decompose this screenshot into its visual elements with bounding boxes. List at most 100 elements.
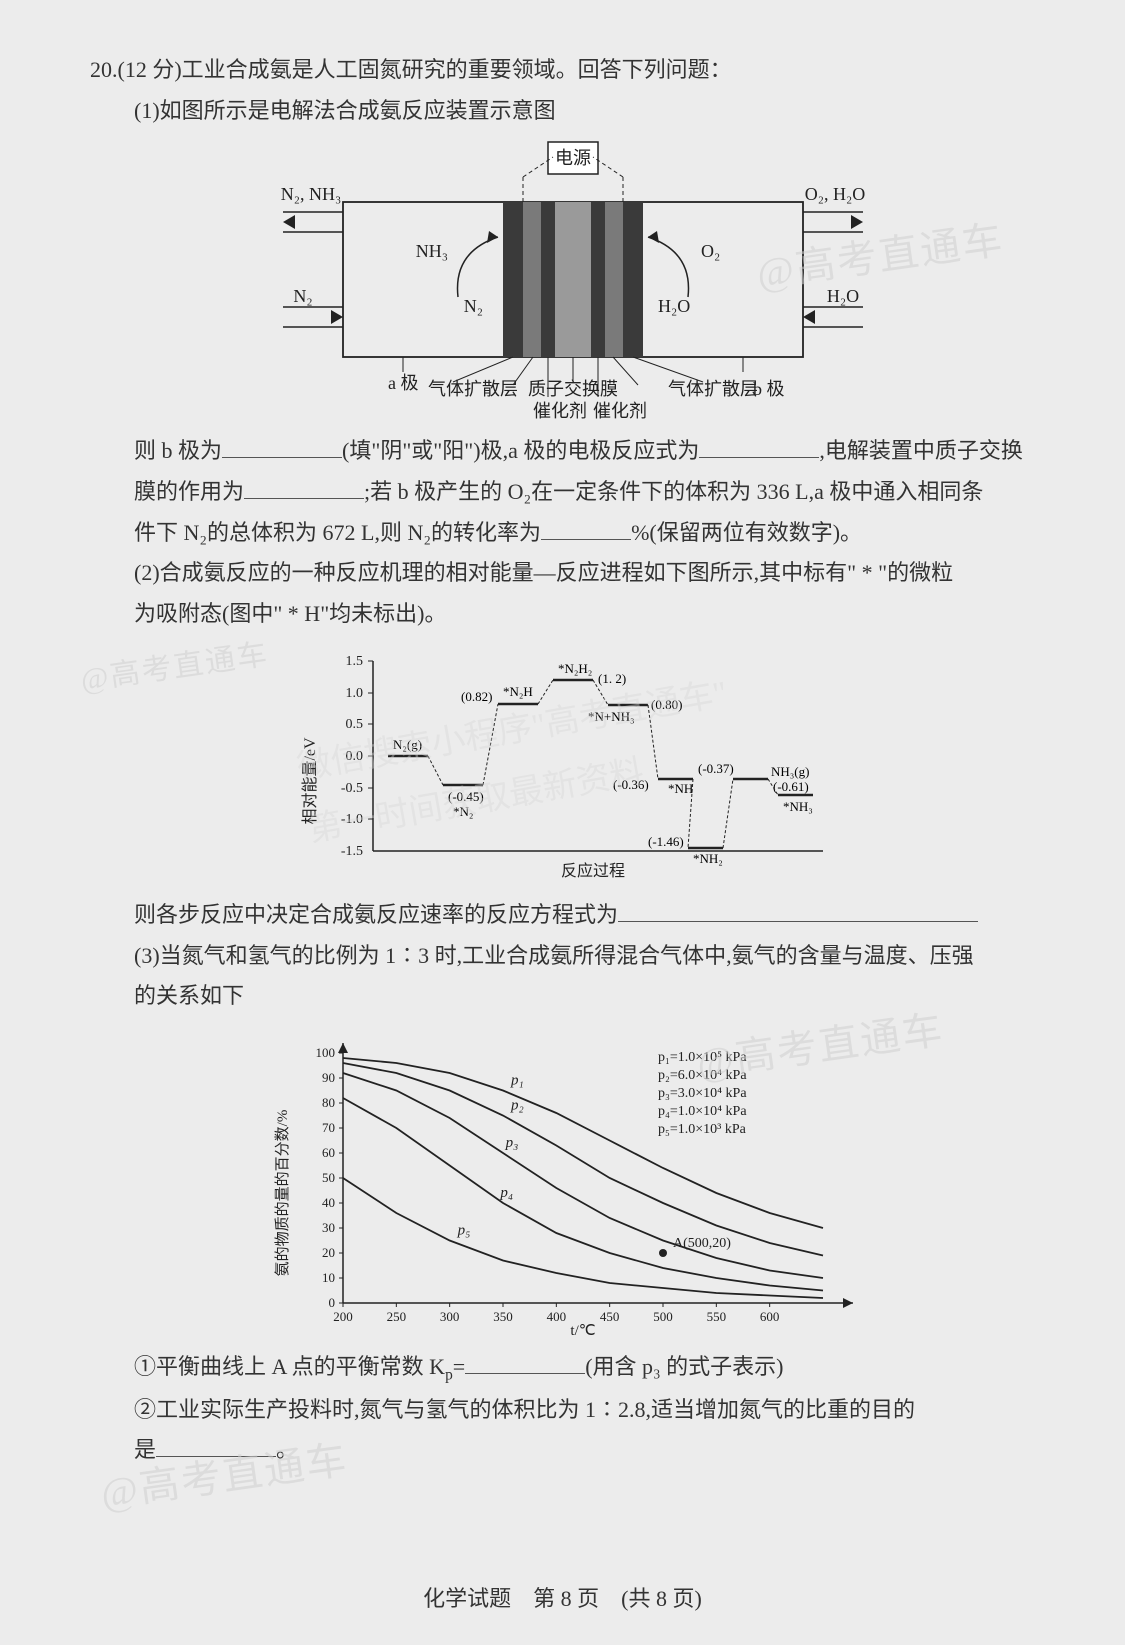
- svg-text:相对能量/eV: 相对能量/eV: [301, 737, 319, 825]
- svg-text:20: 20: [322, 1245, 335, 1260]
- t: ;若 b 极产生的 O₂在一定条件下的体积为 336 L,a 极中通入相同条: [364, 479, 983, 504]
- svg-text:N₂: N₂: [293, 286, 312, 306]
- t: 则 b 极为: [134, 438, 222, 463]
- svg-text:氨的物质的量的百分数/%: 氨的物质的量的百分数/%: [274, 1110, 291, 1277]
- svg-text:N₂: N₂: [463, 296, 482, 316]
- svg-text:(-0.45): (-0.45): [448, 789, 484, 804]
- svg-text:反应过程: 反应过程: [560, 861, 624, 880]
- svg-text:a 极: a 极: [388, 373, 419, 393]
- question-number: 20.(12 分): [90, 57, 182, 82]
- blank: [541, 516, 631, 540]
- part3-intro: (3)当氮气和氢气的比例为 1∶3 时,工业合成氨所得混合气体中,氨气的含量与温…: [90, 936, 1055, 977]
- svg-text:0.5: 0.5: [345, 717, 363, 732]
- svg-text:(-0.37): (-0.37): [698, 761, 734, 776]
- t: (填"阴"或"阳")极,a 极的电极反应式为: [342, 438, 699, 463]
- svg-text:NH₃(g): NH₃(g): [771, 764, 809, 779]
- question-stem: 工业合成氨是人工固氮研究的重要领域。回答下列问题：: [182, 57, 732, 82]
- svg-text:1.0: 1.0: [345, 686, 363, 701]
- svg-text:p₃: p₃: [504, 1135, 518, 1151]
- svg-text:40: 40: [322, 1195, 335, 1210]
- svg-text:550: 550: [706, 1309, 726, 1324]
- question-header: 20.(12 分)工业合成氨是人工固氮研究的重要领域。回答下列问题：: [90, 50, 1055, 91]
- svg-text:1.5: 1.5: [345, 654, 363, 669]
- t: p: [445, 1366, 453, 1383]
- svg-text:600: 600: [759, 1309, 779, 1324]
- t: ,电解装置中质子交换: [819, 438, 1023, 463]
- part3-q1: ①平衡曲线上 A 点的平衡常数 Kp= (用含 p₃ 的式子表示): [90, 1347, 1055, 1390]
- svg-text:350: 350: [493, 1309, 513, 1324]
- svg-text:70: 70: [322, 1120, 335, 1135]
- svg-text:80: 80: [322, 1095, 335, 1110]
- t: %(保留两位有效数字)。: [631, 520, 862, 545]
- svg-text:A(500,20): A(500,20): [673, 1236, 731, 1251]
- fig1-svg: 电源 N₂, NH₃ O₂, H₂O N₂ H₂O NH₃ O₂ N₂ H₂O …: [253, 137, 893, 427]
- svg-text:-1.5: -1.5: [340, 844, 362, 859]
- svg-text:O₂, H₂O: O₂, H₂O: [804, 184, 865, 204]
- svg-text:p₁: p₁: [510, 1072, 524, 1088]
- svg-text:10: 10: [322, 1270, 335, 1285]
- svg-text:(0.82): (0.82): [461, 689, 492, 704]
- svg-text:催化剂: 催化剂: [593, 401, 647, 421]
- t: 。: [276, 1437, 298, 1462]
- svg-text:气体扩散层: 气体扩散层: [668, 379, 758, 399]
- svg-text:质子交换膜: 质子交换膜: [528, 379, 618, 399]
- svg-text:b 极: b 极: [753, 379, 785, 399]
- svg-text:(0.80): (0.80): [651, 697, 682, 712]
- part1-text2: 膜的作用为 ;若 b 极产生的 O₂在一定条件下的体积为 336 L,a 极中通入…: [90, 472, 1055, 513]
- svg-text:*N+NH₃: *N+NH₃: [588, 709, 635, 724]
- svg-text:N₂, NH₃: N₂, NH₃: [280, 184, 341, 204]
- svg-text:0: 0: [328, 1295, 335, 1310]
- page-footer: 化学试题 第 8 页 (共 8 页): [0, 1579, 1125, 1620]
- svg-text:(-0.61): (-0.61): [773, 779, 809, 794]
- svg-text:H₂O: H₂O: [658, 296, 690, 316]
- svg-text:(1. 2): (1. 2): [598, 671, 626, 686]
- part3-intro2: 的关系如下: [90, 976, 1055, 1017]
- t: 件下 N₂的总体积为 672 L,则 N₂的转化率为: [134, 520, 541, 545]
- svg-text:500: 500: [653, 1309, 673, 1324]
- t: 膜的作用为: [134, 479, 244, 504]
- svg-text:300: 300: [439, 1309, 459, 1324]
- svg-text:p₃=3.0×10⁴ kPa: p₃=3.0×10⁴ kPa: [658, 1086, 747, 1101]
- t: (用含 p₃ 的式子表示): [585, 1354, 783, 1379]
- svg-text:p₅=1.0×10³ kPa: p₅=1.0×10³ kPa: [658, 1122, 747, 1137]
- svg-text:p₂: p₂: [510, 1097, 524, 1113]
- svg-text:(-1.46): (-1.46): [648, 834, 684, 849]
- t: 是: [134, 1437, 156, 1462]
- svg-text:N₂(g): N₂(g): [393, 737, 422, 752]
- svg-text:t/℃: t/℃: [570, 1323, 595, 1339]
- svg-text:60: 60: [322, 1145, 335, 1160]
- svg-text:90: 90: [322, 1070, 335, 1085]
- t: ①平衡曲线上 A 点的平衡常数 K: [134, 1354, 445, 1379]
- svg-text:250: 250: [386, 1309, 406, 1324]
- svg-text:p₁=1.0×10⁵ kPa: p₁=1.0×10⁵ kPa: [658, 1050, 747, 1065]
- svg-text:NH₃: NH₃: [415, 241, 447, 261]
- svg-text:H₂O: H₂O: [826, 286, 858, 306]
- svg-text:-0.5: -0.5: [340, 781, 362, 796]
- blank: [699, 434, 819, 458]
- svg-text:气体扩散层: 气体扩散层: [428, 379, 518, 399]
- blank: [465, 1350, 585, 1374]
- svg-text:-1.0: -1.0: [340, 812, 362, 827]
- t: 则各步反应中决定合成氨反应速率的反应方程式为: [134, 902, 618, 927]
- svg-text:*NH₃: *NH₃: [783, 799, 813, 814]
- blank: [244, 475, 364, 499]
- t: =: [453, 1354, 465, 1379]
- part2-answer: 则各步反应中决定合成氨反应速率的反应方程式为: [90, 895, 1055, 936]
- svg-text:*NH₂: *NH₂: [693, 851, 723, 866]
- svg-text:*N₂H: *N₂H: [503, 684, 533, 699]
- part2-intro2: 为吸附态(图中" * H"均未标出)。: [90, 594, 1055, 635]
- svg-text:200: 200: [333, 1309, 353, 1324]
- blank: [618, 898, 978, 922]
- svg-text:p₂=6.0×10⁴ kPa: p₂=6.0×10⁴ kPa: [658, 1068, 747, 1083]
- svg-text:电源: 电源: [555, 148, 591, 168]
- part1-text: 则 b 极为 (填"阴"或"阳")极,a 极的电极反应式为 ,电解装置中质子交换: [90, 431, 1055, 472]
- part3-q2: ②工业实际生产投料时,氮气与氢气的体积比为 1∶2.8,适当增加氮气的比重的目的: [90, 1390, 1055, 1431]
- svg-text:0.0: 0.0: [345, 749, 363, 764]
- figure-curves: 0102030405060708090100 20025030035040045…: [90, 1023, 1055, 1343]
- part2-intro: (2)合成氨反应的一种反应机理的相对能量—反应进程如下图所示,其中标有" * "…: [90, 553, 1055, 594]
- part1-text3: 件下 N₂的总体积为 672 L,则 N₂的转化率为 %(保留两位有效数字)。: [90, 513, 1055, 554]
- svg-text:50: 50: [322, 1170, 335, 1185]
- figure-electrolysis: 电源 N₂, NH₃ O₂, H₂O N₂ H₂O NH₃ O₂ N₂ H₂O …: [90, 137, 1055, 427]
- svg-text:*N₂H₂: *N₂H₂: [558, 661, 592, 676]
- svg-text:p₄: p₄: [499, 1185, 513, 1201]
